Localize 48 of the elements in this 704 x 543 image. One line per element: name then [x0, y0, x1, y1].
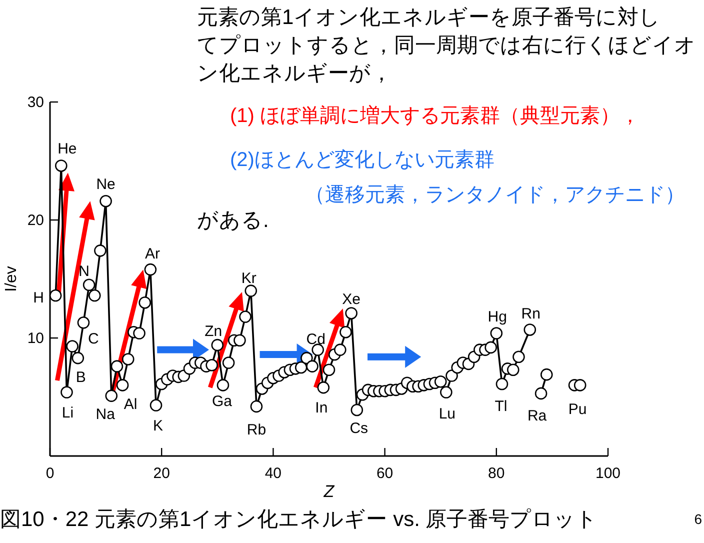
annotation: Li — [62, 404, 74, 422]
annotation: Na — [96, 406, 116, 423]
annotation: H — [33, 290, 44, 307]
text: 6 — [694, 511, 702, 527]
annotation: Al — [124, 396, 138, 414]
annotation: （遷移元素，ランタノイド，アクチニド） — [305, 184, 685, 206]
annotation: Cs — [350, 420, 368, 437]
y-tick-label: 30 — [27, 94, 44, 111]
annotation: Pu — [568, 401, 587, 418]
annotation: Lu — [438, 405, 456, 422]
annotation: Ne — [96, 176, 116, 194]
annotation: Xe — [342, 291, 360, 308]
annotation: Zn — [204, 323, 222, 340]
x-axis-title: Z — [322, 482, 335, 501]
x-tick-label: 0 — [46, 465, 54, 482]
caption: 図10・22 元素の第1イオン化エネルギー vs. 原子番号プロット — [0, 508, 598, 531]
annotation: Kr — [241, 270, 256, 287]
annotation: (2)ほとんど変化しない元素群 — [230, 148, 494, 171]
annotation: がある. — [197, 209, 269, 232]
annotation: Rn — [521, 306, 540, 323]
annotation: N — [78, 262, 90, 280]
x-tick-label: 80 — [488, 465, 505, 482]
annotation: Tl — [494, 398, 508, 416]
annotation: Rb — [246, 421, 266, 438]
y-axis-title: I/ev — [3, 266, 20, 292]
x-tick-label: 20 — [153, 465, 170, 482]
annotation: K — [153, 417, 164, 434]
annotation: Cd — [306, 330, 326, 348]
annotation: In — [315, 400, 328, 417]
annotation: B — [76, 369, 86, 386]
text: 元素の第1イオン化エネルギーを原子番号に対し — [197, 6, 661, 29]
point — [540, 368, 553, 381]
x-tick-label: 40 — [264, 465, 282, 482]
x-tick-label: 60 — [376, 465, 394, 482]
annotation: C — [88, 330, 100, 348]
annotation: Hg — [488, 308, 507, 326]
point — [574, 379, 586, 392]
y-tick-label: 10 — [27, 330, 44, 347]
annotation: He — [58, 140, 77, 158]
x-tick-label: 100 — [595, 465, 621, 482]
text: ン化エネルギーが， — [197, 62, 392, 85]
annotation: Ra — [527, 407, 548, 424]
annotation: Ga — [212, 393, 233, 410]
text: てプロットすると，同一周期では右に行くほどイオ — [197, 34, 696, 57]
point — [534, 387, 548, 400]
y-tick-label: 20 — [27, 212, 44, 229]
annotation: (1) ほぼ単調に増大する元素群（典型元素）， — [230, 104, 640, 127]
annotation: Ar — [144, 246, 160, 263]
